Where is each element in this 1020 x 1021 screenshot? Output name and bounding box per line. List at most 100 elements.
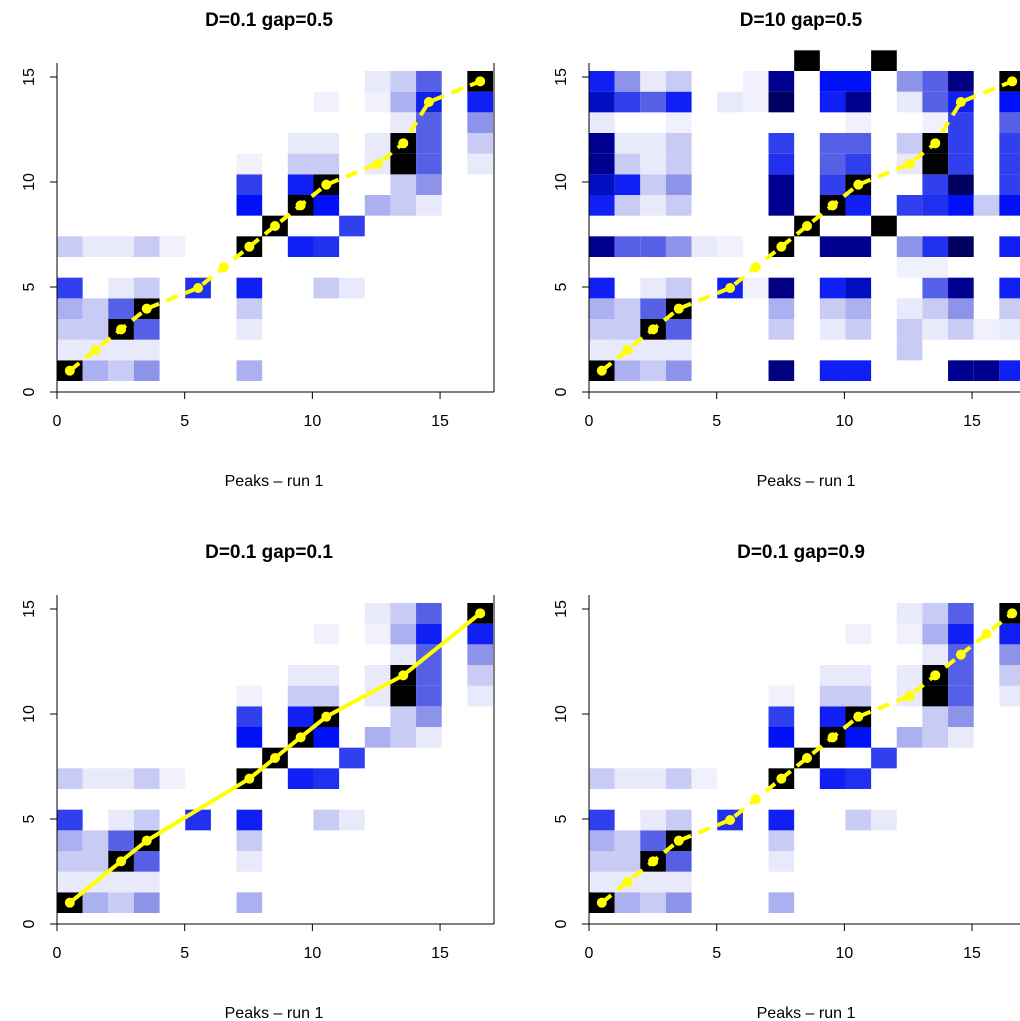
heatmap-cell (236, 685, 263, 707)
path-point (64, 365, 75, 376)
heatmap-cell (948, 685, 974, 707)
path-point (750, 794, 761, 805)
heatmap-cell (691, 768, 718, 789)
heatmap-cell (922, 644, 949, 665)
heatmap-cell (640, 892, 666, 913)
heatmap-cell (133, 339, 160, 361)
heatmap-cell (133, 892, 160, 913)
heatmap-cell (287, 665, 314, 686)
heatmap-cell (390, 603, 417, 624)
path-point (802, 221, 812, 231)
heatmap-cell (691, 236, 718, 257)
heatmap-cell (416, 195, 442, 216)
y-tick-label: 15 (21, 68, 38, 86)
heatmap-cell (665, 236, 692, 257)
y-tick-label: 15 (553, 68, 570, 86)
path-point (270, 753, 280, 763)
heatmap-cell (845, 298, 872, 319)
x-tick-label: 10 (303, 945, 321, 962)
heatmap-cell (948, 133, 974, 154)
heatmap-cell (768, 830, 795, 851)
heatmap-cell (999, 112, 1020, 133)
heatmap-cell (390, 644, 417, 665)
heatmap-cell (819, 236, 846, 257)
heatmap-cell (313, 685, 340, 707)
heatmap-cell (589, 809, 615, 831)
alignment-path (600, 611, 1014, 905)
heatmap-cell (999, 644, 1020, 665)
heatmap-cell (871, 747, 897, 769)
heatmap-cell (313, 153, 340, 175)
heatmap-cell (948, 112, 974, 133)
heatmap-cell (416, 603, 442, 624)
heatmap-cell (614, 768, 641, 789)
path-point (244, 241, 255, 252)
heatmap-cell (640, 133, 666, 154)
heatmap-cell (57, 298, 83, 319)
heatmap-cell (467, 91, 493, 113)
heatmap-cell (364, 727, 391, 748)
heatmap-cell (948, 665, 974, 686)
heatmap-cell (467, 644, 493, 665)
y-tick-label: 10 (21, 705, 38, 723)
x-tick-label: 10 (835, 413, 853, 430)
heatmap-cell (236, 727, 263, 748)
heatmap-cell (159, 236, 186, 257)
heatmap-cell (313, 809, 340, 831)
path-point (827, 200, 838, 211)
heatmap-cell (108, 830, 134, 851)
heatmap-cell (896, 195, 923, 216)
heatmap-cell (665, 174, 692, 195)
heatmap-cell (339, 215, 365, 237)
heatmap-cell (922, 195, 949, 216)
path-point (648, 324, 659, 335)
heatmap-cell (640, 298, 666, 319)
heatmap-cell (948, 71, 974, 92)
heatmap-cell (742, 277, 769, 299)
heatmap-cell (416, 623, 442, 645)
heatmap-cell (236, 298, 263, 319)
heatmap-cell (416, 153, 442, 175)
heatmap-cell (665, 319, 692, 340)
heatmap-cell (922, 91, 949, 113)
heatmap-cell (999, 298, 1020, 319)
heatmap-cell (948, 236, 974, 257)
y-tick-label: 0 (21, 387, 38, 396)
path-point (904, 691, 915, 701)
alignment-path (68, 79, 481, 373)
heatmap-cell (82, 319, 109, 340)
path-point (398, 138, 409, 149)
path-point (1007, 608, 1018, 619)
heatmap-cell (896, 603, 923, 624)
path-point (827, 732, 838, 743)
heatmap-cell (768, 298, 795, 319)
heatmap-cell (416, 133, 442, 154)
heatmap-cell (236, 277, 263, 299)
x-tick-label: 15 (963, 413, 981, 430)
heatmap-cell (999, 623, 1020, 645)
heatmap-cell (390, 153, 417, 175)
heatmap-cell (57, 809, 83, 831)
heatmap-cell (845, 153, 872, 175)
heatmap-cell (871, 809, 897, 831)
heatmap-cell (416, 706, 442, 727)
heatmap-cell (896, 91, 923, 113)
heatmap-cell (640, 277, 666, 299)
heatmap-cell (614, 892, 641, 913)
heatmap-cell (640, 830, 666, 851)
heatmap-cell (82, 236, 109, 257)
heatmap-cell (287, 153, 314, 175)
heatmap-cell (665, 133, 692, 154)
heatmap-cell (133, 277, 160, 299)
heatmap-cell (159, 768, 186, 789)
heatmap-cell (896, 133, 923, 154)
heatmap-cell (922, 603, 949, 624)
heatmap-cell (768, 71, 795, 92)
heatmap-cell (108, 277, 134, 299)
path-point (141, 303, 152, 314)
heatmap-cell (819, 277, 846, 299)
heatmap-cell (390, 685, 417, 707)
heatmap-cell (922, 685, 949, 707)
heatmap-cell (999, 133, 1020, 154)
y-tick-label: 10 (553, 173, 570, 191)
